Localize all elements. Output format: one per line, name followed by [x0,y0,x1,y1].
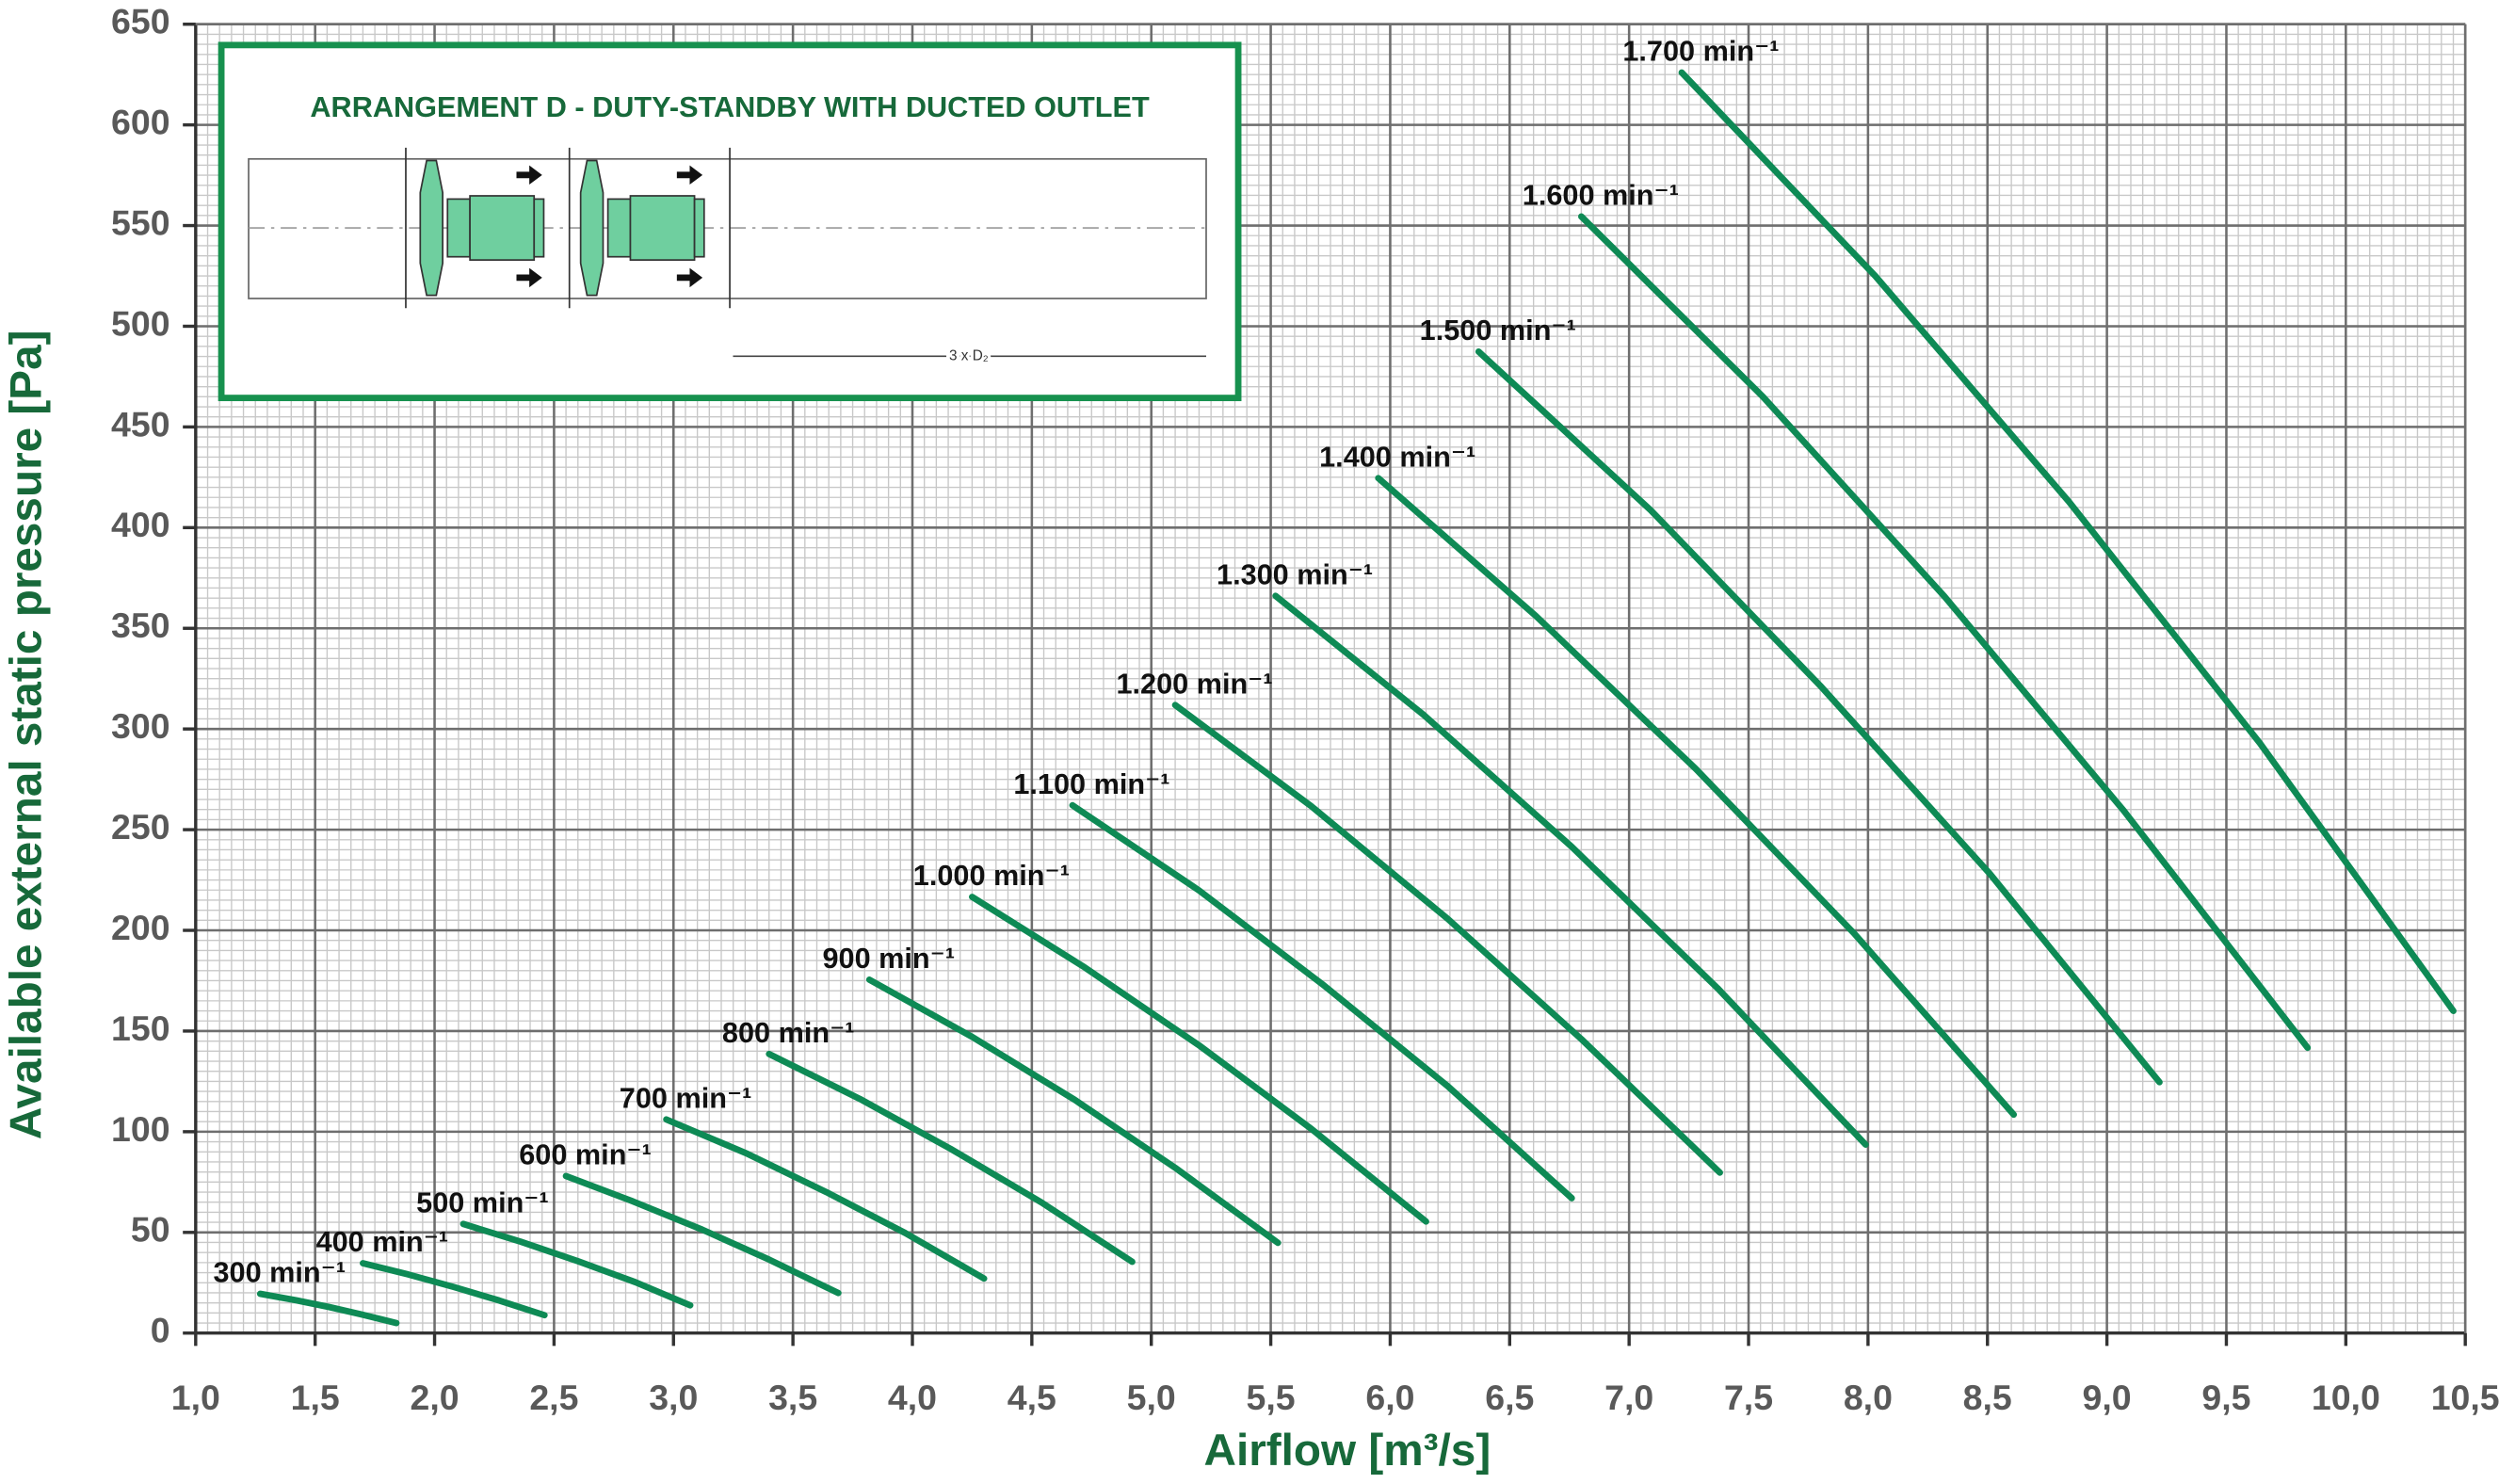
curve-label: 1.500 min⁻¹ [1420,315,1576,347]
curve-label: 900 min⁻¹ [822,943,955,975]
x-axis-title: Airflow [m³/s] [1204,1426,1491,1476]
x-tick-label: 4,0 [888,1378,937,1417]
curve-label: 600 min⁻¹ [519,1139,652,1171]
x-tick-label: 9,0 [2083,1378,2132,1417]
x-tick-label: 6,0 [1365,1378,1414,1417]
fan-curve [1272,592,1869,1148]
fan-curve [459,1220,694,1309]
y-tick-label: 50 [131,1210,170,1250]
fan-curve [969,894,1429,1225]
curve-label: 1.100 min⁻¹ [1013,768,1169,800]
curve-label: 800 min⁻¹ [722,1017,855,1049]
x-tick-label: 8,5 [1963,1378,2012,1417]
curve-label: 300 min⁻¹ [213,1257,346,1289]
y-tick-label: 650 [111,2,170,41]
inset-title: ARRANGEMENT D - DUTY-STANDBY WITH DUCTED… [310,91,1150,123]
fan-curve [256,1290,400,1327]
y-tick-label: 0 [151,1311,170,1350]
grid [194,23,2467,1334]
y-tick-label: 150 [111,1008,170,1048]
y-tick-label: 450 [111,404,170,444]
y-tick-label: 200 [111,908,170,947]
axes: 1,0 1,5 2,0 2,5 3,0 3,5 4,0 4,5 5,0 5,5 6,0 6,5 7,0 7… [111,2,2500,1418]
x-tick-label: 1,5 [291,1378,340,1417]
curve-label: 1.400 min⁻¹ [1319,441,1475,473]
y-tick-label: 250 [111,807,170,847]
x-tick-label: 7,5 [1724,1378,1773,1417]
x-tick-label: 10,0 [2312,1378,2380,1417]
x-tick-label: 2,0 [410,1378,459,1417]
curve-label: 1.300 min⁻¹ [1217,558,1373,590]
fan-curve [1069,801,1575,1202]
dimension-label: 3 x D₂ [949,347,989,363]
flow-arrows [516,165,703,288]
fan-curve [1578,213,2312,1052]
curve-label: 1.600 min⁻¹ [1523,180,1679,212]
fan-curve [1475,348,2163,1086]
x-tick-label: 9,5 [2201,1378,2250,1417]
fan-curve [1171,702,1723,1176]
x-tick-label: 7,0 [1604,1378,1653,1417]
x-tick-label: 6,5 [1485,1378,1534,1417]
y-axis-title: Available external static pressure [Pa] [1,331,51,1140]
y-tick-label: 600 [111,103,170,142]
x-tick-label: 5,5 [1247,1378,1296,1417]
y-tick-label: 350 [111,605,170,645]
fan-curve [865,976,1282,1247]
curve-label: 1.700 min⁻¹ [1622,36,1779,68]
y-tick-label: 500 [111,303,170,343]
curve-label: 500 min⁻¹ [416,1186,549,1218]
fan-curve [562,1172,842,1297]
fan-curve [1678,69,2457,1014]
curve-label: 700 min⁻¹ [620,1082,752,1114]
fan-curve [1375,475,2018,1119]
x-tick-label: 1,0 [171,1378,220,1417]
curve-label: 1.200 min⁻¹ [1116,668,1272,700]
x-tick-label: 2,5 [529,1378,578,1417]
x-tick-label: 3,0 [649,1378,698,1417]
y-tick-label: 400 [111,505,170,544]
arrangement-inset: ARRANGEMENT D - DUTY-STANDBY WITH DUCTED… [218,41,1242,402]
curve-label: 400 min⁻¹ [316,1226,449,1258]
y-tick-label: 300 [111,706,170,746]
y-tick-label: 550 [111,202,170,242]
curve-label: 1.000 min⁻¹ [913,860,1070,892]
x-tick-label: 8,0 [1844,1378,1893,1417]
y-tick-label: 100 [111,1109,170,1149]
x-tick-label: 4,5 [1008,1378,1056,1417]
x-tick-label: 3,5 [768,1378,817,1417]
fan-curve [766,1050,1136,1266]
fan-curve [360,1260,548,1319]
x-tick-label: 5,0 [1127,1378,1176,1417]
fan-curve [663,1116,988,1282]
fan-units [405,147,731,309]
x-tick-label: 10,5 [2431,1378,2500,1417]
